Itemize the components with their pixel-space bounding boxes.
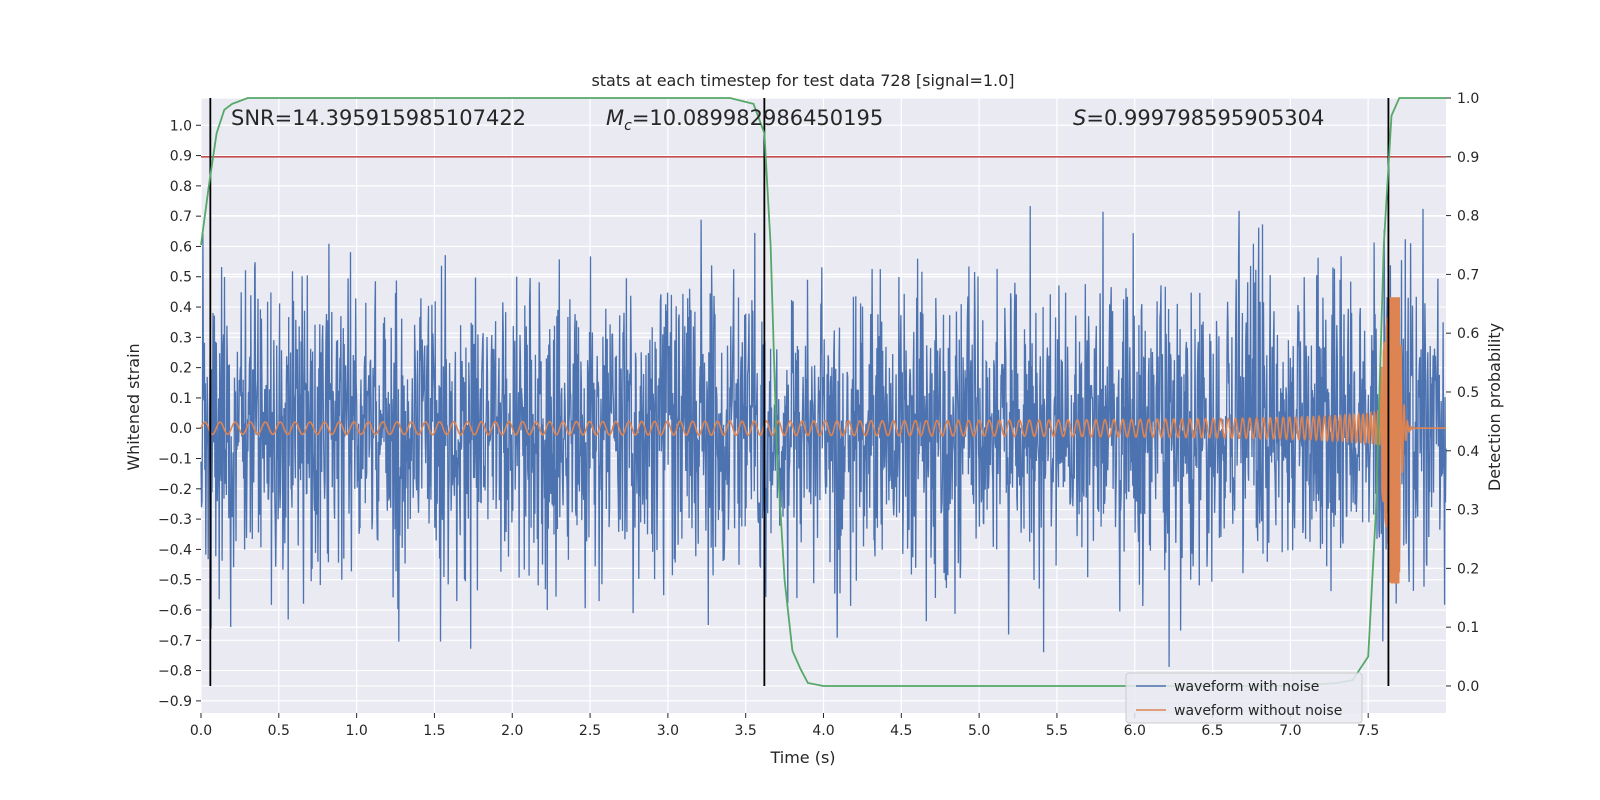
y-tick-label: −0.1 — [158, 452, 192, 468]
s-symbol: S — [1073, 106, 1086, 130]
y-tick-label: 1.0 — [170, 118, 192, 134]
mc-symbol: M — [606, 106, 624, 130]
y2-tick-label: 0.7 — [1457, 267, 1479, 283]
y-tick-label: 0.6 — [170, 239, 192, 255]
y-tick-label: 0.3 — [170, 330, 192, 346]
y-tick-label: 0.5 — [170, 270, 192, 286]
legend-label-noise: waveform with noise — [1174, 679, 1319, 695]
score-annotation: S=0.999798595905304 — [1073, 106, 1324, 130]
x-tick-label: 0.0 — [190, 723, 212, 739]
y2-tick-label: 0.5 — [1457, 385, 1479, 401]
x-tick-label: 4.0 — [812, 723, 834, 739]
detection-probability-line — [200, 97, 1446, 687]
legend: waveform with noise waveform without noi… — [1125, 672, 1363, 724]
detection-probability-series — [200, 97, 1446, 687]
y2-tick-label: 0.1 — [1457, 620, 1479, 636]
x-tick-label: 6.0 — [1124, 723, 1146, 739]
y-tick-label: −0.8 — [158, 664, 192, 680]
snr-annotation: SNR=14.395915985107422 — [231, 106, 526, 130]
x-tick-label: 7.0 — [1279, 723, 1301, 739]
y-axis-label: Whitened strain — [124, 343, 143, 470]
y-tick-label: −0.6 — [158, 603, 192, 619]
waveform-with-noise-series — [200, 206, 1447, 667]
y-tick-label: −0.4 — [158, 542, 192, 558]
y2-tick-label: 0.6 — [1457, 326, 1479, 342]
y-tick-label: 0.1 — [170, 391, 192, 407]
x-axis-label: Time (s) — [769, 748, 835, 767]
y2-tick-label: 0.0 — [1457, 679, 1479, 695]
y-tick-label: −0.3 — [158, 512, 192, 528]
s-value: =0.999798595905304 — [1086, 106, 1324, 130]
x-tick-label: 7.5 — [1357, 723, 1379, 739]
x-tick-label: 3.5 — [735, 723, 757, 739]
mc-value: =10.089982986450195 — [632, 106, 883, 130]
waveform-without-noise-line — [200, 297, 1446, 584]
y-tick-label: 0.4 — [170, 300, 192, 316]
y-tick-label: −0.2 — [158, 482, 192, 498]
x-tick-label: 4.5 — [890, 723, 912, 739]
mc-subscript: c — [624, 118, 632, 134]
y2-tick-label: 0.4 — [1457, 444, 1479, 460]
x-tick-label: 6.5 — [1201, 723, 1223, 739]
x-tick-label: 1.5 — [423, 723, 445, 739]
axis-ticks: 0.0 0.5 1.0 1.5 2.0 2.5 3.0 3.5 4.0 4.5 5.0 5.5 6.0 6… — [158, 91, 1479, 739]
x-tick-label: 2.5 — [579, 723, 601, 739]
y-tick-label: −0.7 — [158, 633, 192, 649]
chart-title: stats at each timestep for test data 728… — [591, 71, 1014, 90]
y-tick-label: 0.0 — [170, 421, 192, 437]
event-markers — [209, 98, 1390, 686]
y-tick-label: 0.8 — [170, 179, 192, 195]
waveform-with-noise-line — [200, 206, 1447, 667]
x-tick-label: 0.5 — [268, 723, 290, 739]
y-tick-label: −0.9 — [158, 694, 192, 710]
x-tick-label: 5.5 — [1046, 723, 1068, 739]
y2-tick-label: 0.2 — [1457, 561, 1479, 577]
legend-label-clean: waveform without noise — [1174, 703, 1342, 719]
x-tick-label: 3.0 — [657, 723, 679, 739]
waveform-without-noise-series — [200, 297, 1446, 584]
y2-tick-label: 0.9 — [1457, 150, 1479, 166]
y2-tick-label: 0.3 — [1457, 503, 1479, 519]
y-tick-label: −0.5 — [158, 573, 192, 589]
x-tick-label: 2.0 — [501, 723, 523, 739]
y-tick-label: 0.2 — [170, 361, 192, 377]
y2-tick-label: 0.8 — [1457, 209, 1479, 225]
y-tick-label: 0.9 — [170, 149, 192, 165]
legend-box — [1125, 672, 1363, 724]
x-tick-label: 1.0 — [345, 723, 367, 739]
chirp-mass-annotation: Mc=10.089982986450195 — [606, 106, 883, 134]
x-tick-label: 5.0 — [968, 723, 990, 739]
y2-tick-label: 1.0 — [1457, 91, 1479, 107]
y2-axis-label: Detection probability — [1485, 323, 1504, 491]
y-tick-label: 0.7 — [170, 209, 192, 225]
